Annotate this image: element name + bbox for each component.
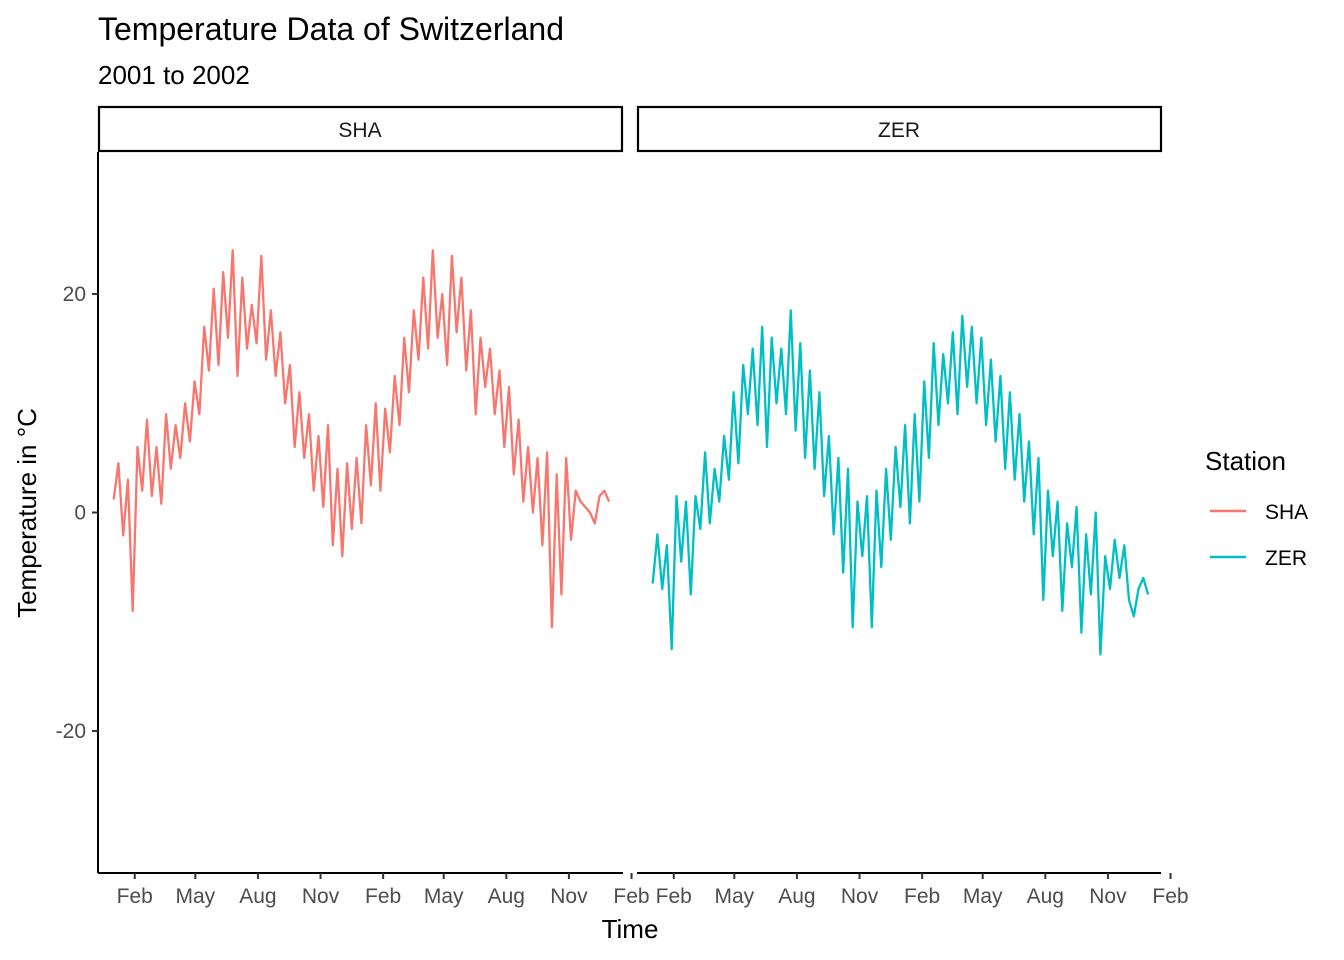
x-tick-label: Aug [488, 885, 525, 908]
x-tick-label: Nov [302, 885, 340, 908]
series-sha [112, 249, 611, 629]
x-tick-label: May [714, 885, 754, 908]
facet-panel-zer: ZER Feb May Aug Nov Feb May Aug Nov Feb [636, 105, 1189, 908]
facet-panel-sha: SHA -20 0 20 Feb May Aug Nov Feb May Aug Nov Feb [56, 105, 650, 908]
x-tick-label: Feb [365, 885, 401, 908]
y-tick-label: 0 [74, 502, 86, 525]
y-axis-title: Temperature in °C [12, 408, 42, 618]
x-axis-title: Time [602, 914, 659, 944]
legend-label-sha: SHA [1265, 501, 1308, 524]
x-tick-label: Feb [904, 885, 940, 908]
x-tick-label: Aug [1027, 885, 1064, 908]
y-tick-label: 20 [63, 283, 86, 306]
series-line-sha [112, 249, 611, 629]
x-tick-label: Feb [613, 885, 649, 908]
x-tick-label: Feb [117, 885, 153, 908]
facet-strip-zer [636, 105, 1163, 153]
chart-title: Temperature Data of Switzerland [98, 11, 564, 47]
x-ticks-sha: Feb May Aug Nov Feb May Aug Nov Feb [117, 873, 650, 908]
x-tick-label: Aug [239, 885, 276, 908]
facet-strip-label-sha: SHA [338, 119, 381, 142]
y-tick-label: -20 [56, 720, 86, 743]
series-line-zer [651, 309, 1150, 656]
legend: Station SHA ZER [1205, 446, 1308, 570]
x-tick-label: Aug [778, 885, 815, 908]
x-tick-label: Feb [1152, 885, 1188, 908]
legend-title: Station [1205, 446, 1286, 476]
chart-subtitle: 2001 to 2002 [98, 60, 250, 90]
x-tick-label: May [963, 885, 1003, 908]
legend-label-zer: ZER [1265, 547, 1307, 570]
y-ticks: -20 0 20 [56, 283, 98, 743]
series-zer [651, 309, 1150, 656]
x-tick-label: Nov [1089, 885, 1127, 908]
x-tick-label: Feb [656, 885, 692, 908]
x-tick-label: May [424, 885, 464, 908]
facet-strip-label-zer: ZER [878, 119, 920, 142]
facet-strip-sha [97, 105, 624, 153]
x-tick-label: Nov [550, 885, 588, 908]
x-ticks-zer: Feb May Aug Nov Feb May Aug Nov Feb [656, 873, 1189, 908]
x-tick-label: May [175, 885, 215, 908]
x-tick-label: Nov [841, 885, 879, 908]
